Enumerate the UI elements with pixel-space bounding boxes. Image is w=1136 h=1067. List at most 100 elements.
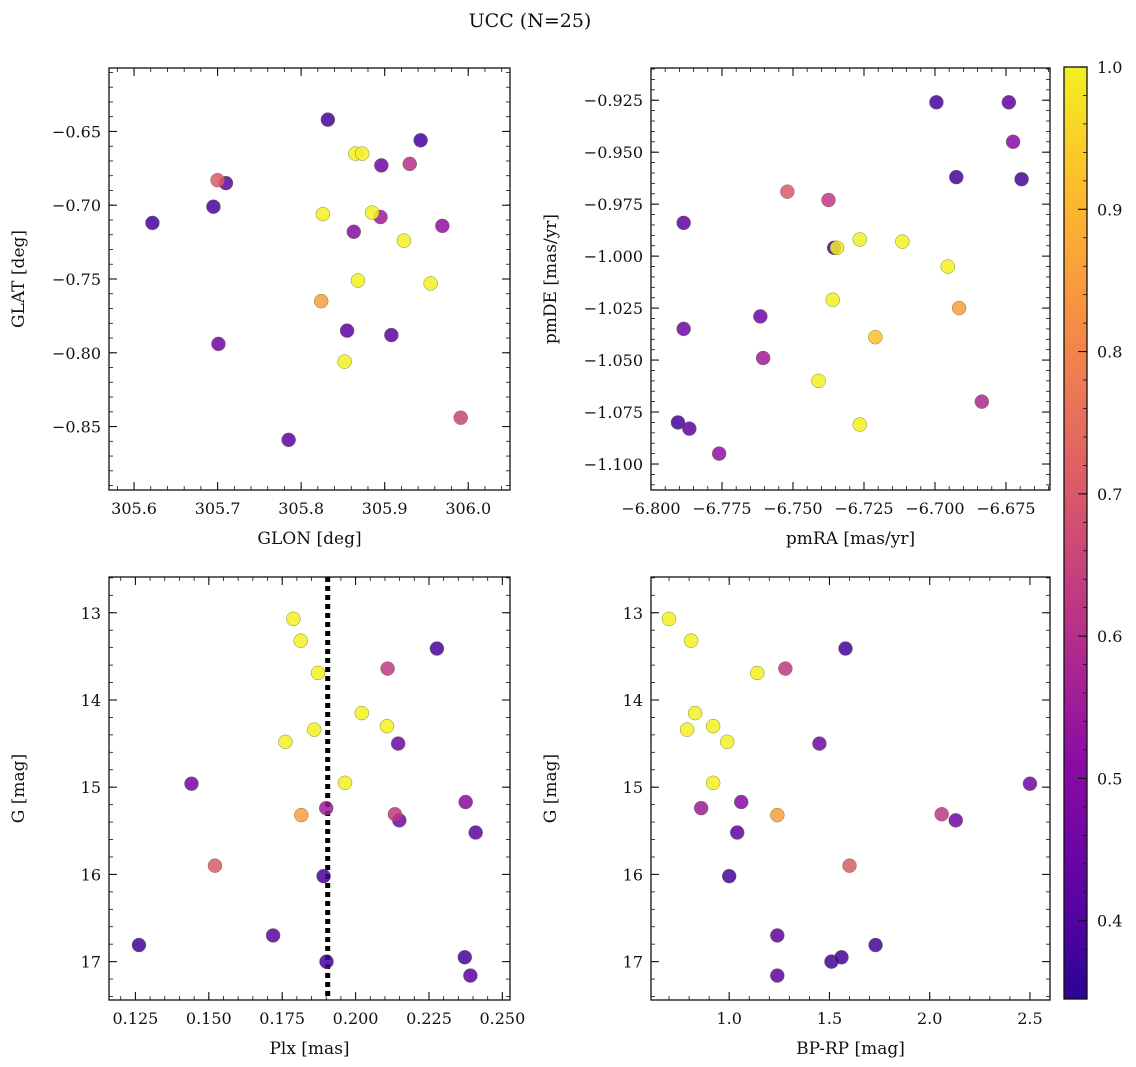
x-tick-label: 0.250: [479, 1009, 525, 1028]
data-point: [755, 350, 771, 366]
data-point: [423, 276, 438, 291]
panel-plx-g: 0.125 0.150 0.175 0.200 0.225 0.250 13 14 15 16 17…: [9, 576, 525, 1059]
data-point: [286, 611, 301, 627]
data-point: [294, 807, 309, 823]
y-tick-label: −0.70: [52, 196, 101, 215]
data-point: [940, 259, 955, 274]
data-point: [852, 417, 867, 432]
data-point: [319, 800, 334, 816]
x-axis-label: GLON [deg]: [257, 529, 361, 549]
data-point: [753, 309, 768, 324]
x-tick-label: 1.5: [817, 1009, 842, 1028]
x-tick-label: −6.775: [692, 499, 751, 518]
data-point: [949, 169, 964, 185]
data-point: [1014, 172, 1029, 187]
data-point: [131, 937, 147, 953]
y-tick-label: −0.80: [52, 344, 101, 363]
data-point: [458, 794, 473, 810]
panel-bprp-g: 1.0 1.5 2.0 2.5 13 14 15 16 17 BP-RP [mag] G [mag]: [541, 576, 1051, 1059]
x-tick-label: 0.225: [406, 1009, 452, 1028]
data-point: [676, 321, 691, 337]
y-tick-label: 13: [81, 604, 101, 623]
x-tick-label: 305.6: [111, 499, 157, 518]
y-tick-label: −1.100: [584, 455, 643, 474]
y-tick-label: −1.025: [584, 299, 643, 318]
data-point: [211, 336, 226, 352]
y-tick-label: 15: [623, 778, 643, 797]
data-point: [319, 954, 334, 969]
x-tick-label: 0.175: [259, 1009, 305, 1028]
data-point: [281, 432, 296, 448]
colorbar-tick-label: 0.8: [1097, 343, 1122, 362]
colorbar-tick-label: 0.6: [1097, 627, 1122, 646]
data-point: [842, 858, 857, 873]
y-axis-label: GLAT [deg]: [9, 230, 29, 328]
colorbar-tick-label: 0.9: [1097, 200, 1122, 219]
data-point: [670, 415, 686, 430]
data-point: [948, 813, 963, 828]
data-point: [316, 868, 331, 884]
data-point: [468, 825, 483, 840]
data-point: [770, 968, 785, 983]
data-point: [184, 776, 199, 791]
data-point: [306, 722, 322, 737]
plot-area: [108, 576, 511, 1001]
colorbar-tick-label: 0.4: [1097, 912, 1122, 931]
data-point: [721, 868, 737, 884]
data-point: [661, 611, 677, 627]
data-point: [315, 206, 331, 222]
data-point: [387, 807, 403, 822]
data-point: [693, 800, 709, 816]
x-tick-label: 0.150: [186, 1009, 232, 1028]
data-point: [278, 734, 293, 750]
y-tick-label: −1.050: [584, 351, 643, 370]
y-axis-label: G [mag]: [9, 754, 29, 823]
data-point: [868, 937, 883, 953]
data-point: [1022, 776, 1038, 791]
figure-title: UCC (N=25): [469, 10, 592, 32]
y-tick-label: 17: [623, 953, 643, 972]
data-point: [711, 446, 727, 461]
data-point: [951, 300, 967, 316]
y-tick-label: −0.85: [52, 418, 101, 437]
x-tick-label: 305.7: [195, 499, 241, 518]
x-axis-label: Plx [mas]: [269, 1039, 349, 1059]
data-point: [354, 705, 369, 721]
data-point: [834, 950, 849, 965]
data-point: [682, 421, 697, 436]
data-point: [396, 233, 412, 248]
data-point: [829, 240, 845, 256]
data-point: [676, 215, 691, 231]
data-point: [868, 330, 883, 345]
data-point: [974, 394, 990, 409]
data-point: [778, 661, 793, 676]
data-point: [770, 807, 785, 823]
data-point: [293, 633, 308, 648]
data-point: [750, 665, 765, 681]
data-point: [929, 95, 944, 110]
plot-area: [650, 576, 1051, 1001]
y-tick-label: −0.925: [584, 91, 643, 110]
data-point: [812, 736, 827, 751]
data-point: [207, 858, 223, 873]
x-tick-label: −6.675: [976, 499, 1035, 518]
data-point: [364, 205, 380, 220]
y-tick-label: 14: [623, 691, 643, 710]
y-tick-label: −0.975: [584, 195, 643, 214]
y-tick-label: 16: [81, 865, 101, 884]
x-axis-label: pmRA [mas/yr]: [786, 529, 915, 549]
data-point: [821, 192, 836, 208]
data-point: [705, 718, 721, 734]
data-point: [350, 273, 366, 288]
y-tick-label: −0.75: [52, 270, 101, 289]
data-point: [770, 928, 785, 943]
data-point: [453, 410, 468, 425]
data-point: [934, 807, 949, 822]
data-point: [210, 172, 225, 188]
data-point: [679, 722, 695, 737]
y-axis-label: pmDE [mas/yr]: [541, 214, 561, 344]
data-point: [838, 641, 853, 656]
data-point: [374, 158, 389, 173]
y-tick-label: 14: [81, 691, 101, 710]
data-point: [705, 775, 721, 791]
